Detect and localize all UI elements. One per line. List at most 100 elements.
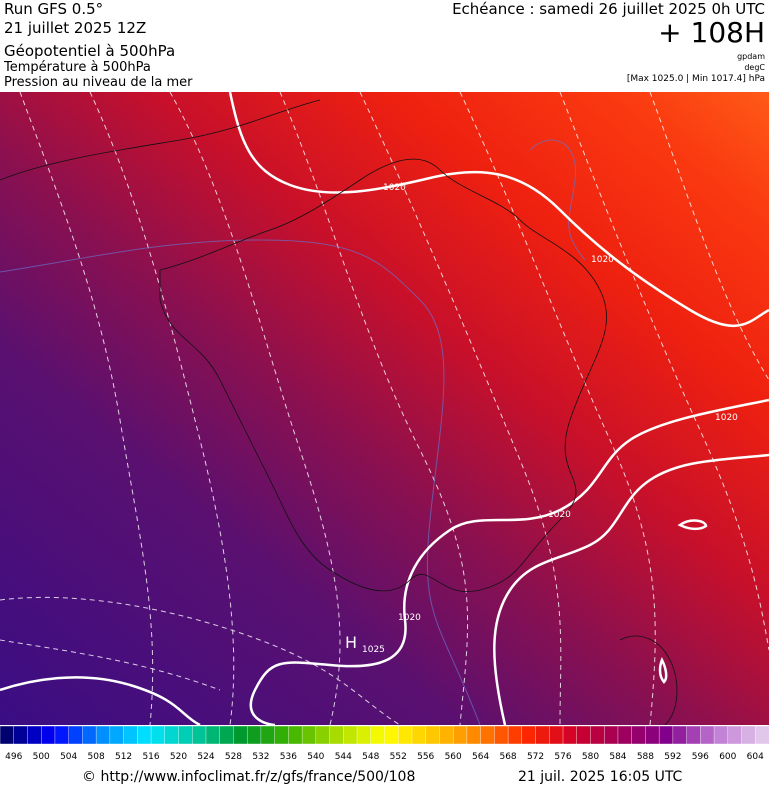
color-swatch	[13, 725, 29, 745]
header-left: Run GFS 0.5° 21 juillet 2025 12Z Géopote…	[3, 0, 193, 90]
colorbar-label: 568	[499, 752, 516, 762]
colorbar-label: 564	[472, 752, 489, 762]
isobar-label: 1020	[715, 413, 738, 423]
color-swatch	[617, 725, 633, 745]
color-swatch	[590, 725, 605, 745]
color-swatch	[741, 725, 756, 745]
colorbar-label: 512	[115, 752, 132, 762]
color-swatch	[233, 725, 248, 745]
color-swatch	[40, 725, 56, 745]
color-swatch	[398, 725, 413, 745]
color-swatch	[480, 725, 496, 745]
isobar-label: 1020	[383, 183, 406, 193]
color-swatch	[54, 725, 70, 745]
run: Run GFS 0.5°	[4, 0, 103, 18]
color-swatch	[452, 725, 468, 745]
pressure-range: [Max 1025.0 | Min 1017.4] hPa	[627, 74, 765, 84]
unit: gpdam	[737, 52, 765, 61]
isobar-label: 1020	[398, 613, 421, 623]
isobars	[0, 92, 769, 725]
color-swatch	[645, 725, 660, 745]
color-swatch	[700, 725, 715, 745]
color-swatch	[439, 725, 454, 745]
colorbar-label: 552	[390, 752, 407, 762]
color-swatch	[686, 725, 702, 745]
colorbar-label: 540	[307, 752, 324, 762]
color-swatch	[123, 725, 139, 745]
colorbar-label: 500	[33, 752, 50, 762]
isobar-label: 1020	[591, 255, 614, 265]
color-swatch	[315, 725, 331, 745]
field-2: Température à 500hPa	[3, 60, 151, 75]
colorbar-label: 584	[609, 752, 626, 762]
temperature-isotherm	[0, 139, 586, 725]
color-swatch	[164, 725, 180, 745]
colorbar-label: 508	[88, 752, 105, 762]
colorbar-label: 496	[5, 752, 22, 762]
color-swatch	[356, 725, 372, 745]
color-swatch	[260, 725, 276, 745]
colorbar-label: 592	[664, 752, 681, 762]
color-swatch	[82, 725, 97, 745]
color-swatch	[109, 725, 125, 745]
color-swatch	[301, 725, 317, 745]
colorbar-label: 524	[197, 752, 214, 762]
lead-time: + 108H	[658, 16, 765, 49]
color-swatch	[0, 725, 15, 745]
color-swatch	[205, 725, 221, 745]
color-swatch	[178, 725, 193, 745]
color-swatch	[150, 725, 166, 745]
color-swatch	[425, 725, 441, 745]
color-swatch	[95, 725, 111, 745]
isobar-labels: 1020 1020 1020 1020 1020 1025 H	[345, 183, 738, 655]
colorbar-label: 560	[445, 752, 462, 762]
colorbar-label: 572	[527, 752, 544, 762]
color-swatch	[384, 725, 399, 745]
color-swatch	[576, 725, 592, 745]
high-marker: H	[345, 633, 357, 652]
unit: degC	[744, 63, 765, 72]
isobar-label: 1025	[362, 645, 385, 655]
color-swatch	[288, 725, 303, 745]
colorbar-label: 556	[417, 752, 434, 762]
color-swatch	[68, 725, 84, 745]
color-swatch	[329, 725, 345, 745]
header-right: Echéance : samedi 26 juillet 2025 0h UTC…	[452, 0, 765, 84]
color-swatch	[631, 725, 647, 745]
colorbar-label: 536	[280, 752, 297, 762]
color-swatch	[219, 725, 235, 745]
color-swatch	[274, 725, 290, 745]
color-swatch	[604, 725, 619, 745]
color-swatch	[521, 725, 537, 745]
colorbar-label: 504	[60, 752, 77, 762]
color-swatch	[466, 725, 482, 745]
color-swatch	[411, 725, 427, 745]
color-swatch	[658, 725, 674, 745]
geopotential-lines	[0, 92, 769, 725]
color-swatch	[713, 725, 729, 745]
colorbar-label: 548	[362, 752, 379, 762]
temperature-field	[0, 92, 769, 725]
source-url: © http://www.infoclimat.fr/z/gfs/france/…	[82, 769, 415, 785]
colorbar-label: 600	[719, 752, 736, 762]
issue-date: 21 juil. 2025 16:05 UTC	[518, 769, 683, 785]
color-swatch	[562, 725, 578, 745]
color-swatch	[370, 725, 386, 745]
echeance: Echéance : samedi 26 juillet 2025 0h UTC	[452, 0, 765, 18]
color-swatch	[672, 725, 688, 745]
field-1: Géopotentiel à 500hPa	[4, 42, 175, 60]
colorbar-label: 576	[554, 752, 571, 762]
borders	[0, 99, 678, 725]
isobar-label: 1020	[548, 510, 571, 520]
colorbar-label: 516	[142, 752, 159, 762]
colorbar-label: 596	[692, 752, 709, 762]
color-swatch	[549, 725, 564, 745]
color-swatch	[494, 725, 509, 745]
colorbar-label: 588	[637, 752, 654, 762]
run-date: 21 juillet 2025 12Z	[4, 19, 146, 37]
color-swatch	[535, 725, 550, 745]
color-swatch	[137, 725, 152, 745]
map: 1020 1020 1020 1020 1020 1025 H	[0, 92, 769, 725]
